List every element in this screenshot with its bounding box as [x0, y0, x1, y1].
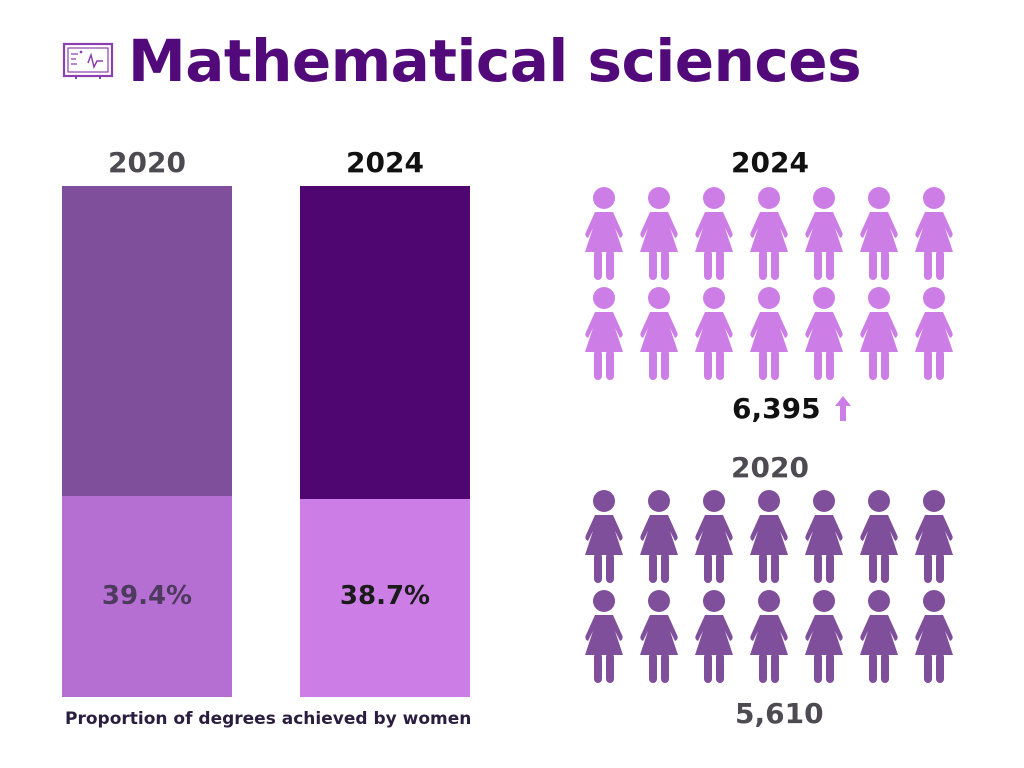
woman-figure-icon	[910, 186, 958, 284]
woman-figure-icon	[855, 286, 903, 384]
woman-figure-icon	[855, 489, 903, 587]
woman-figure-icon	[635, 186, 683, 284]
woman-figure-icon	[855, 186, 903, 284]
woman-figure-icon	[910, 489, 958, 587]
chalkboard-icon	[62, 42, 114, 79]
woman-figure-icon	[910, 589, 958, 687]
page-title: Mathematical sciences	[128, 27, 862, 95]
header: Mathematical sciences	[62, 26, 862, 96]
arrow-up-icon	[835, 396, 852, 421]
woman-figure-icon	[635, 589, 683, 687]
bar-remainder-segment	[62, 186, 232, 496]
woman-figure-icon	[800, 286, 848, 384]
woman-figure-icon	[690, 286, 738, 384]
woman-figure-icon	[580, 589, 628, 687]
woman-figure-icon	[800, 589, 848, 687]
woman-figure-icon	[745, 186, 793, 284]
pictograph-year-2024: 2024	[731, 146, 809, 179]
woman-figure-icon	[690, 589, 738, 687]
pictograph-year-2020: 2020	[731, 451, 809, 484]
woman-figure-icon	[855, 589, 903, 687]
woman-figure-icon	[690, 186, 738, 284]
woman-figure-icon	[635, 489, 683, 587]
woman-figure-icon	[745, 286, 793, 384]
woman-figure-icon	[745, 589, 793, 687]
woman-figure-icon	[910, 286, 958, 384]
woman-figure-icon	[800, 489, 848, 587]
woman-figure-icon	[745, 489, 793, 587]
woman-figure-icon	[690, 489, 738, 587]
woman-figure-icon	[580, 489, 628, 587]
count-2020: 5,610	[735, 697, 824, 730]
chart-caption: Proportion of degrees achieved by women	[65, 709, 472, 729]
bar-women-segment	[62, 496, 232, 697]
data-label: 38.7%	[339, 581, 431, 611]
woman-figure-icon	[800, 186, 848, 284]
woman-figure-icon	[580, 286, 628, 384]
bar-2024: 38.7%	[300, 186, 470, 697]
woman-figure-icon	[580, 186, 628, 284]
data-label: 39.4%	[101, 581, 193, 611]
count-2024: 6,395	[732, 392, 852, 425]
count-value: 6,395	[732, 392, 821, 425]
bar-remainder-segment	[300, 186, 470, 499]
bar-year-label: 2024	[346, 146, 424, 179]
bar-women-segment	[300, 499, 470, 697]
bar-year-label: 2020	[108, 146, 186, 179]
woman-figure-icon	[635, 286, 683, 384]
bar-2020: 39.4%	[62, 186, 232, 697]
